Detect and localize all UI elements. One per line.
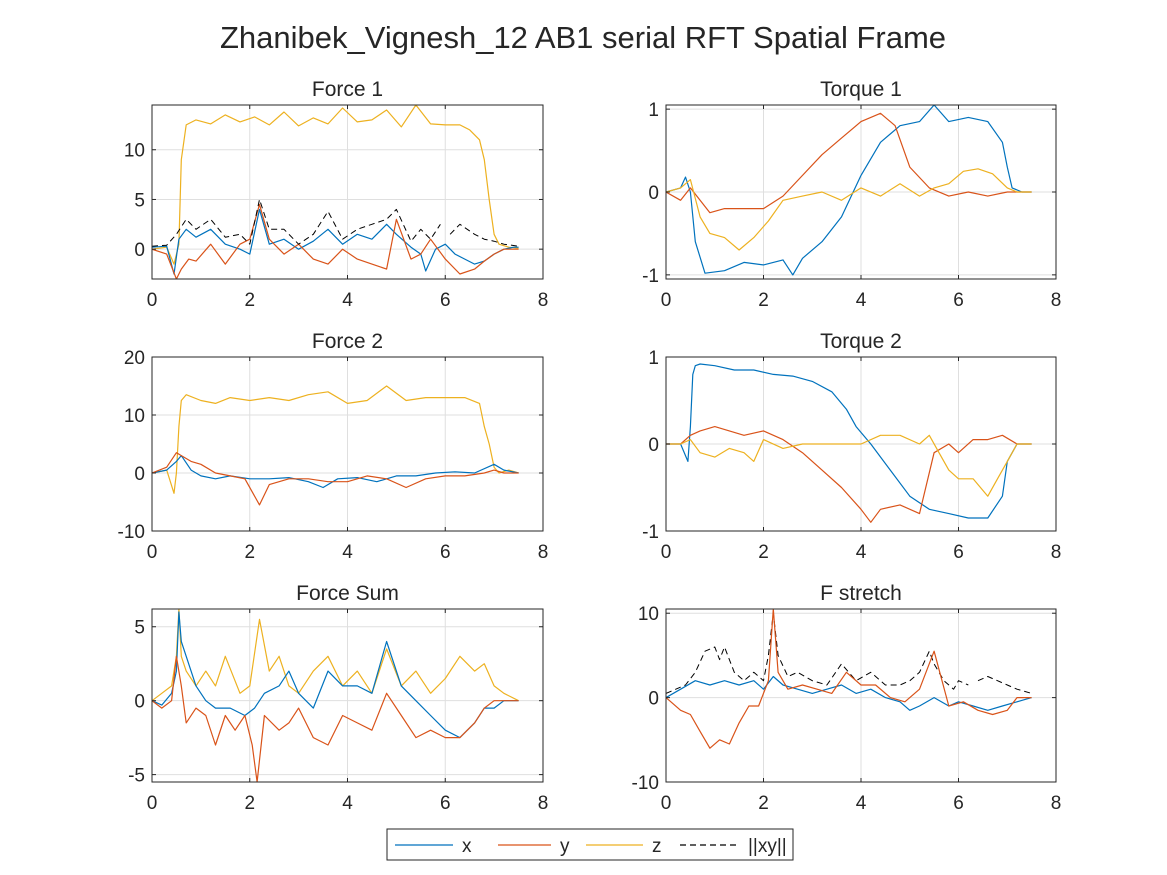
x-tick-label: 4	[342, 542, 353, 563]
x-tick-label: 4	[856, 793, 867, 814]
y-tick-label: 20	[124, 348, 145, 369]
y-tick-label: 0	[648, 689, 659, 710]
legend-label-xy: ||xy||	[748, 836, 787, 857]
series-line-x	[666, 105, 1032, 276]
series-line-z	[152, 105, 519, 265]
x-tick-label: 0	[661, 290, 672, 311]
x-tick-label: 2	[758, 290, 769, 311]
series-line-x	[666, 675, 1032, 711]
y-tick-label: 10	[124, 406, 145, 427]
series-line-y	[152, 452, 519, 506]
series-line-y	[152, 203, 519, 279]
x-tick-label: 8	[538, 793, 549, 814]
y-tick-label: -1	[642, 522, 659, 543]
y-tick-label: -10	[632, 773, 659, 794]
x-tick-label: 8	[1051, 793, 1062, 814]
subplot-title: Force 1	[312, 78, 383, 101]
legend-label-x: x	[462, 836, 472, 857]
series-line-z	[152, 609, 519, 702]
subplot-title: Torque 1	[820, 78, 902, 101]
x-tick-label: 2	[244, 290, 255, 311]
y-tick-label: 0	[648, 435, 659, 456]
subplot-title: Force Sum	[296, 582, 399, 605]
y-tick-label: -10	[118, 522, 145, 543]
x-tick-label: 4	[856, 542, 867, 563]
series-line-x	[666, 363, 1032, 519]
y-tick-label: 0	[648, 183, 659, 204]
x-tick-label: 0	[147, 542, 158, 563]
x-tick-label: 6	[953, 793, 964, 814]
series-group	[152, 609, 519, 782]
series-line-x	[152, 208, 519, 275]
subplot-title: Torque 2	[820, 330, 902, 353]
x-tick-label: 0	[661, 793, 672, 814]
y-tick-label: 10	[124, 141, 145, 162]
x-tick-label: 6	[953, 542, 964, 563]
series-line-y	[666, 426, 1032, 523]
x-tick-label: 4	[342, 290, 353, 311]
x-tick-label: 0	[661, 542, 672, 563]
subplot-title: F stretch	[820, 582, 902, 605]
x-tick-label: 6	[440, 290, 451, 311]
series-line-y	[666, 112, 1032, 214]
x-tick-label: 6	[440, 793, 451, 814]
figure-title: Zhanibek_Vignesh_12 AB1 serial RFT Spati…	[220, 20, 946, 55]
series-line-y	[666, 609, 1032, 749]
y-tick-label: 5	[134, 190, 145, 211]
y-tick-label: 10	[638, 604, 659, 625]
legend-label-z: z	[652, 836, 662, 857]
series-group	[152, 105, 519, 279]
x-tick-label: 2	[758, 793, 769, 814]
x-tick-label: 2	[758, 542, 769, 563]
series-line-xy	[152, 199, 519, 247]
x-tick-label: 4	[856, 290, 867, 311]
y-tick-label: -5	[128, 766, 145, 787]
y-tick-label: 5	[134, 618, 145, 639]
y-tick-label: 0	[134, 240, 145, 261]
subplot-force-1: 0 2 4 6 8 0 5 10 Force 1	[124, 78, 548, 311]
series-group	[666, 609, 1032, 749]
series-line-y	[152, 655, 519, 782]
x-tick-label: 8	[1051, 542, 1062, 563]
x-tick-label: 8	[538, 290, 549, 311]
series-line-x	[152, 611, 519, 739]
series-line-xy	[666, 612, 1032, 694]
series-line-z	[152, 385, 519, 494]
subplot-title: Force 2	[312, 330, 383, 353]
y-tick-label: -1	[642, 266, 659, 287]
x-tick-label: 8	[1051, 290, 1062, 311]
x-tick-label: 2	[244, 542, 255, 563]
x-tick-label: 0	[147, 290, 158, 311]
x-tick-label: 6	[440, 542, 451, 563]
x-tick-label: 8	[538, 542, 549, 563]
x-tick-label: 0	[147, 793, 158, 814]
series-group	[152, 385, 519, 506]
series-group	[666, 363, 1032, 523]
y-tick-label: 1	[648, 100, 659, 121]
y-tick-label: 1	[648, 348, 659, 369]
x-tick-label: 6	[953, 290, 964, 311]
y-tick-label: 0	[134, 464, 145, 485]
legend: x y z ||xy||	[386, 828, 794, 861]
series-group	[666, 105, 1032, 276]
series-line-z	[666, 168, 1032, 251]
x-tick-label: 4	[342, 793, 353, 814]
series-line-z	[666, 434, 1032, 497]
legend-label-y: y	[560, 836, 570, 857]
y-tick-label: 0	[134, 692, 145, 713]
series-line-x	[152, 455, 519, 489]
x-tick-label: 2	[244, 793, 255, 814]
